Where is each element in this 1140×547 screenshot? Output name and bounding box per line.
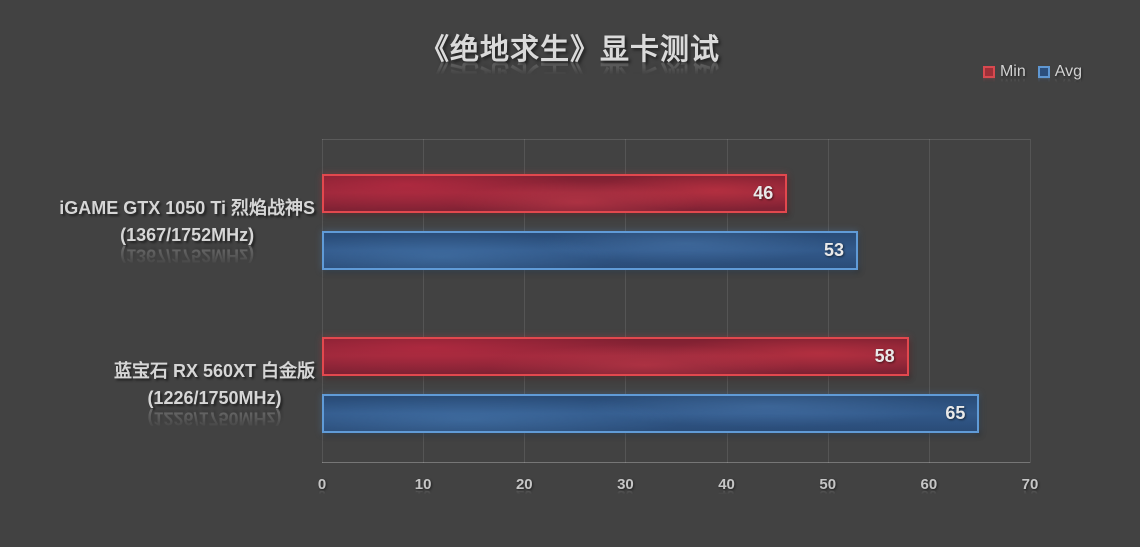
gridline-60 [928, 139, 930, 463]
bar-value-label: 58 [874, 346, 895, 366]
min-swatch-icon [982, 66, 995, 78]
category-label-line1: 蓝宝石 RX 560XT 白金版 [113, 361, 315, 381]
x-tick-label-10: 10 [414, 476, 432, 493]
gridline-0 [322, 139, 323, 463]
gridline-70 [1030, 139, 1031, 463]
legend-min-label: Min [999, 63, 1026, 80]
gridline-10 [423, 139, 425, 463]
legend-item-avg: Avg [1037, 63, 1082, 81]
gridline-20 [524, 139, 526, 463]
avg-swatch-icon [1037, 66, 1050, 78]
x-axis-line [322, 462, 1030, 463]
bar-value-label: 65 [945, 403, 966, 423]
chart-title: 《绝地求生》显卡测试 [419, 34, 720, 66]
category-label-0: iGAME GTX 1050 Ti 烈焰战神S (1367/1752MHz) [59, 195, 315, 249]
category-label-1: 蓝宝石 RX 560XT 白金版 (1226/1750MHz) [114, 358, 315, 412]
category-label-line2: (1367/1752MHz) [120, 225, 255, 245]
x-tick-label-70: 70 [1021, 476, 1039, 493]
x-tick-label-60: 60 [920, 476, 938, 493]
plot-area: 46 53 58 65 [322, 139, 1031, 463]
legend-avg-label: Avg [1054, 63, 1082, 80]
x-tick-label-40: 40 [718, 476, 735, 493]
gridline-40 [726, 139, 728, 463]
x-tick-label-0: 0 [317, 476, 327, 493]
plot-top-border [322, 139, 1030, 140]
x-tick-label-50: 50 [819, 476, 837, 493]
gridline-50 [827, 139, 829, 463]
x-tick-label-20: 20 [515, 476, 533, 493]
legend: Min Avg [982, 63, 1082, 81]
legend-item-min: Min [982, 63, 1026, 81]
category-label-line2: (1226/1750MHz) [147, 388, 282, 408]
bar-avg-0: 53 [322, 231, 859, 270]
bar-avg-1: 65 [322, 394, 980, 433]
bar-value-label: 53 [824, 240, 845, 260]
x-tick-label-30: 30 [617, 476, 634, 493]
category-label-line1: iGAME GTX 1050 Ti 烈焰战神S [59, 198, 315, 218]
bar-min-1: 58 [322, 337, 909, 376]
gridline-30 [625, 139, 627, 463]
bar-value-label: 46 [753, 183, 774, 203]
bar-min-0: 46 [322, 174, 788, 213]
